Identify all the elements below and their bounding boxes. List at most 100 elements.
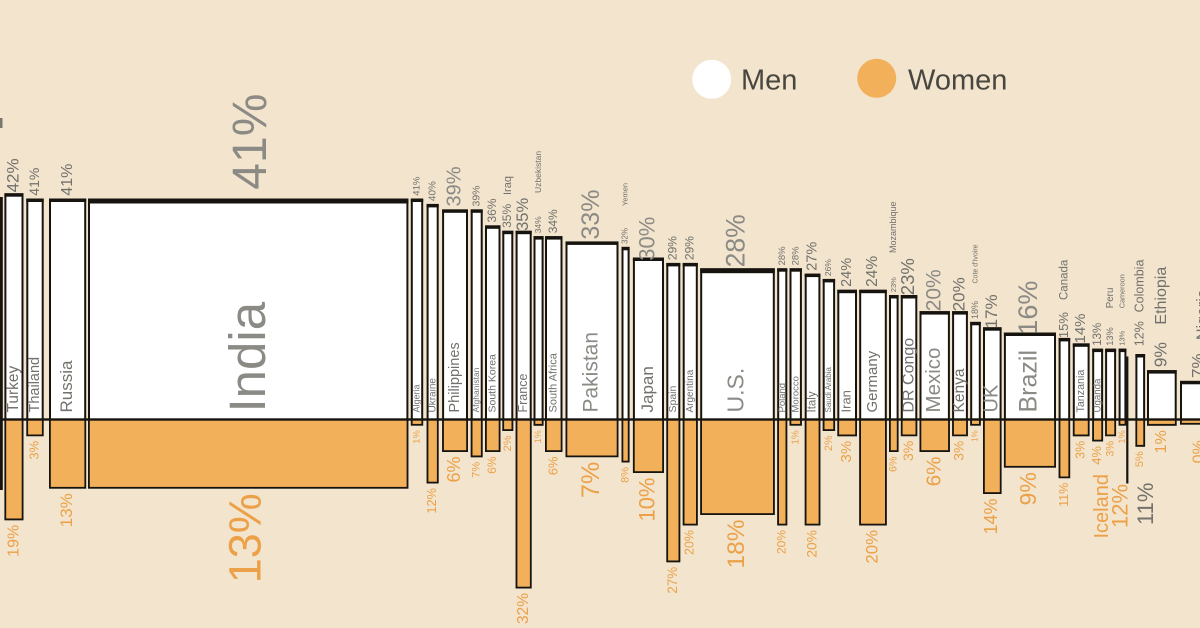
svg-text:Canada: Canada xyxy=(1059,259,1071,300)
svg-text:11%: 11% xyxy=(1133,483,1158,525)
svg-text:DR Congo: DR Congo xyxy=(900,338,917,413)
svg-text:20%: 20% xyxy=(775,530,789,554)
svg-text:Yemen: Yemen xyxy=(621,183,630,206)
svg-text:Spain: Spain xyxy=(667,385,679,412)
svg-text:42%: 42% xyxy=(4,158,23,192)
svg-text:UK: UK xyxy=(981,384,1003,412)
svg-text:41%: 41% xyxy=(59,164,76,196)
svg-text:33%: 33% xyxy=(577,190,605,240)
svg-text:28%: 28% xyxy=(790,246,801,266)
svg-text:36%: 36% xyxy=(485,198,499,222)
svg-text:5%: 5% xyxy=(1134,451,1146,467)
svg-text:Afghanistan: Afghanistan xyxy=(471,367,481,412)
svg-text:Argentina: Argentina xyxy=(685,369,696,412)
svg-text:7%: 7% xyxy=(471,462,483,478)
svg-text:30%: 30% xyxy=(634,217,659,261)
svg-text:France: France xyxy=(516,374,530,413)
svg-text:Pakistan: Pakistan xyxy=(580,332,603,413)
svg-text:6%: 6% xyxy=(545,456,560,475)
svg-text:8%: 8% xyxy=(620,467,632,483)
svg-text:4%: 4% xyxy=(1089,446,1104,465)
svg-text:Iraq: Iraq xyxy=(502,176,514,195)
svg-text:Women: Women xyxy=(908,65,1007,97)
svg-text:Uganda: Uganda xyxy=(1092,378,1103,413)
svg-text:1%: 1% xyxy=(1153,430,1170,453)
svg-text:32%: 32% xyxy=(621,228,630,244)
svg-text:Ukraine: Ukraine xyxy=(427,378,438,413)
svg-text:23%: 23% xyxy=(889,277,898,292)
svg-text:14%: 14% xyxy=(1072,313,1089,343)
svg-text:South Korea: South Korea xyxy=(487,354,499,413)
svg-text:13%: 13% xyxy=(57,493,76,527)
svg-text:3%: 3% xyxy=(952,441,967,461)
svg-text:3%: 3% xyxy=(1105,441,1117,457)
svg-text:Colombia: Colombia xyxy=(1133,260,1147,313)
svg-text:11%: 11% xyxy=(1057,483,1071,507)
svg-text:South Africa: South Africa xyxy=(548,352,560,412)
svg-text:27%: 27% xyxy=(805,242,821,271)
svg-text:20%: 20% xyxy=(683,530,697,555)
svg-text:29%: 29% xyxy=(683,236,697,260)
svg-text:17%: 17% xyxy=(982,294,1001,328)
svg-text:Uzbekistan: Uzbekistan xyxy=(533,151,543,193)
svg-text:24%: 24% xyxy=(839,258,855,287)
svg-text:13%: 13% xyxy=(1092,323,1104,346)
svg-text:1%: 1% xyxy=(533,430,543,443)
svg-text:34%: 34% xyxy=(533,216,543,233)
svg-text:24%: 24% xyxy=(864,256,881,287)
svg-text:26%: 26% xyxy=(823,259,833,276)
svg-text:Philippines: Philippines xyxy=(447,342,463,412)
svg-text:13%: 13% xyxy=(219,493,270,583)
svg-text:41%: 41% xyxy=(26,168,42,196)
svg-text:1%: 1% xyxy=(971,430,980,442)
svg-text:Peru: Peru xyxy=(1105,288,1116,309)
svg-text:Algeria: Algeria xyxy=(411,384,421,412)
svg-text:3%: 3% xyxy=(1074,441,1088,459)
svg-text:13%: 13% xyxy=(1118,330,1127,345)
svg-text:3%: 3% xyxy=(838,441,855,463)
svg-text:India: India xyxy=(219,301,276,412)
svg-text:1%: 1% xyxy=(412,430,423,444)
svg-text:3%: 3% xyxy=(27,440,42,459)
svg-text:3%: 3% xyxy=(900,441,916,461)
svg-text:12%: 12% xyxy=(1107,484,1132,528)
svg-text:Japan: Japan xyxy=(638,366,657,412)
svg-text:16%: 16% xyxy=(1013,281,1043,335)
svg-text:6%: 6% xyxy=(444,457,464,483)
svg-text:15%: 15% xyxy=(1056,312,1071,338)
svg-text:7%: 7% xyxy=(1189,353,1200,378)
svg-text:14%: 14% xyxy=(981,499,1001,535)
svg-text:28%: 28% xyxy=(777,246,788,266)
svg-text:27%: 27% xyxy=(665,567,680,594)
svg-text:Mexico: Mexico xyxy=(922,348,945,413)
svg-text:20%: 20% xyxy=(950,277,969,311)
svg-text:1%: 1% xyxy=(1117,430,1127,443)
svg-text:12%: 12% xyxy=(424,488,439,514)
svg-text:Kenya: Kenya xyxy=(951,368,968,412)
svg-text:1%: 1% xyxy=(790,430,801,445)
svg-text:Tanzania: Tanzania xyxy=(1075,370,1087,413)
svg-text:18%: 18% xyxy=(723,520,750,569)
svg-text:12%: 12% xyxy=(1133,321,1147,346)
svg-text:Cote d'Ivoire: Cote d'Ivoire xyxy=(972,244,979,283)
svg-text:6%: 6% xyxy=(888,456,900,472)
svg-text:Ethiopia: Ethiopia xyxy=(1153,267,1170,325)
svg-text:35%: 35% xyxy=(500,204,514,228)
svg-text:Iceland: Iceland xyxy=(1091,474,1113,539)
svg-text:19%: 19% xyxy=(5,525,22,557)
svg-text:Nigeria: Nigeria xyxy=(1194,289,1200,340)
svg-text:20%: 20% xyxy=(863,530,882,564)
svg-text:Italy: Italy xyxy=(807,391,819,412)
svg-text:6%: 6% xyxy=(922,457,945,487)
svg-text:9%: 9% xyxy=(1015,472,1041,505)
svg-text:U.S.: U.S. xyxy=(723,368,749,413)
svg-text:28%: 28% xyxy=(721,214,751,267)
svg-text:39%: 39% xyxy=(443,166,465,206)
svg-text:20%: 20% xyxy=(804,530,819,558)
svg-text:2%: 2% xyxy=(823,435,835,451)
svg-text:Mozambique: Mozambique xyxy=(888,201,898,253)
svg-text:10%: 10% xyxy=(634,478,659,522)
svg-text:0%: 0% xyxy=(1190,440,1200,463)
svg-text:Germany: Germany xyxy=(864,350,881,412)
svg-text:Turkey: Turkey xyxy=(5,365,22,412)
